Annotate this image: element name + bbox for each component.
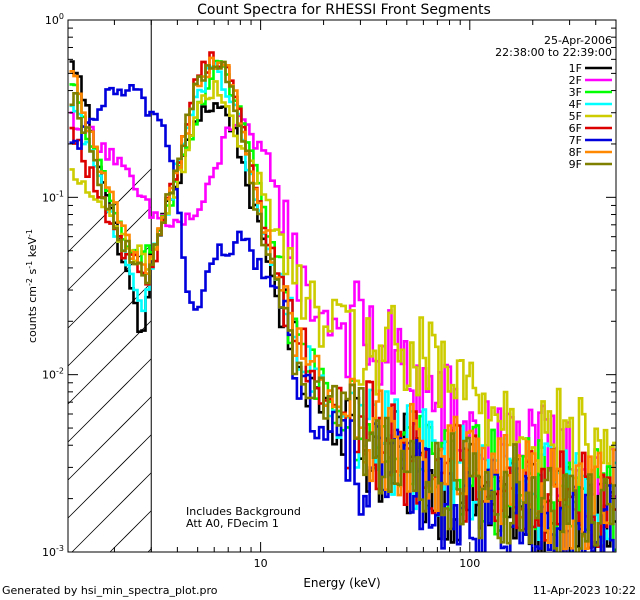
legend-label-7F: 7F [569, 134, 582, 147]
chart-title: Count Spectra for RHESSI Front Segments [197, 2, 491, 18]
legend-label-2F: 2F [569, 74, 582, 87]
y-axis: 100 10-1 10-2 10-3 [42, 12, 616, 559]
plot-frame [67, 19, 617, 553]
hatch-line [109, 510, 152, 553]
x-tick-label: 100 [459, 557, 480, 570]
time-range-label: 22:38:00 to 22:39:00 [495, 46, 612, 59]
attenuator-note: Att A0, FDecim 1 [186, 517, 279, 530]
y-tick-label: 100 [45, 12, 64, 27]
hatch-line [147, 548, 152, 553]
x-axis-label: Energy (keV) [303, 576, 380, 590]
hatch-line [67, 320, 152, 405]
hatch-line [67, 358, 152, 443]
x-tick-label: 10 [254, 557, 268, 570]
legend-label-9F: 9F [569, 158, 582, 171]
hatch-line [71, 472, 152, 553]
hatch-line [67, 206, 152, 291]
legend-label-6F: 6F [569, 122, 582, 135]
date-label: 25-Apr-2006 [544, 34, 612, 47]
y-tick-label: 10-2 [42, 367, 64, 382]
legend-label-3F: 3F [569, 86, 582, 99]
legend-label-1F: 1F [569, 62, 582, 75]
y-tick-label: 10-1 [42, 189, 64, 204]
x-axis: 10 100 [113, 20, 617, 570]
series-layer [69, 51, 616, 552]
legend-label-5F: 5F [569, 110, 582, 123]
footer-timestamp: 11-Apr-2023 10:22 [533, 584, 636, 597]
legend-label-8F: 8F [569, 146, 582, 159]
y-axis-label: counts cm-2 s-1 keV-1 [25, 229, 39, 343]
y-tick-label: 10-3 [42, 544, 64, 559]
hatch-line [67, 434, 152, 519]
footer-generated-by: Generated by hsi_min_spectra_plot.pro [2, 584, 218, 597]
background-note: Includes Background [186, 505, 301, 518]
legend-label-4F: 4F [569, 98, 582, 111]
series-line-9F [69, 60, 616, 552]
hatch-line [67, 396, 152, 481]
invalid-energy-hatch [67, 168, 152, 553]
